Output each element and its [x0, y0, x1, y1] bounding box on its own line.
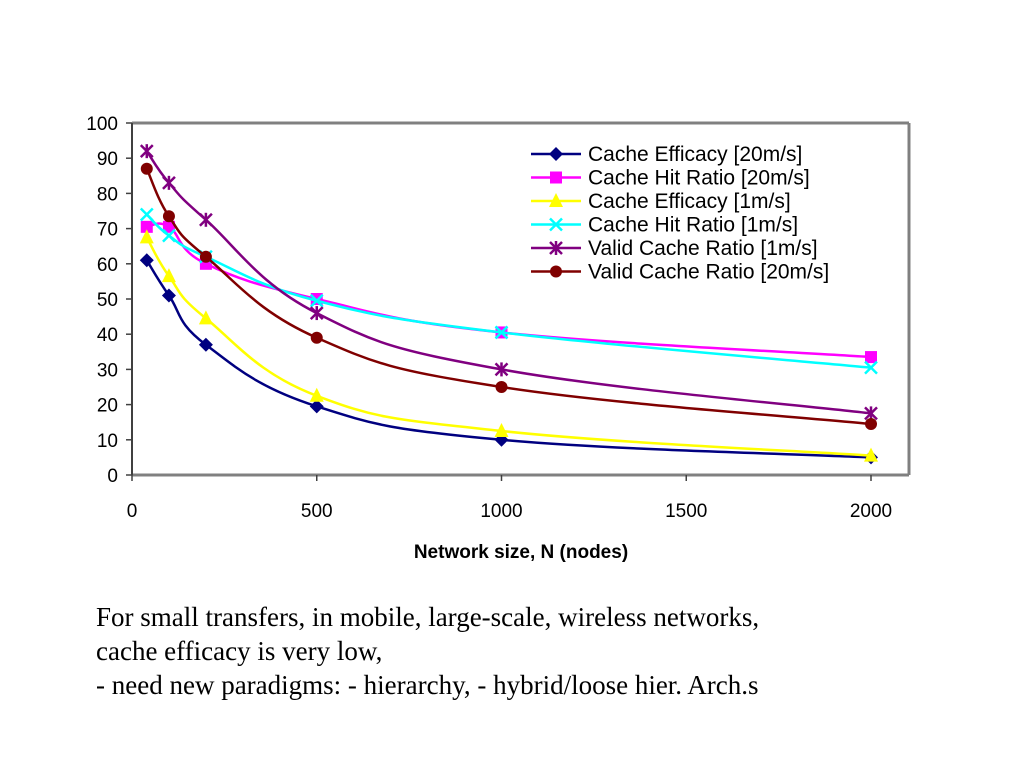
data-point	[162, 210, 175, 223]
data-point	[162, 220, 175, 233]
series-layer	[139, 144, 878, 465]
legend-label: Cache Hit Ratio [1m/s]	[588, 214, 798, 237]
legend-item: Cache Efficacy [20m/s]	[531, 143, 802, 166]
data-point	[161, 268, 176, 283]
legend-marker	[549, 147, 563, 161]
legend-marker	[549, 241, 563, 255]
legend-item: Valid Cache Ratio [1m/s]	[531, 237, 818, 260]
x-axis-ticks: 0 500 1000 1500 2000	[127, 475, 892, 522]
y-tick-label: 30	[97, 360, 118, 381]
y-tick-label: 80	[97, 184, 118, 205]
series-valid-cache-ratio-1m-s	[139, 144, 878, 421]
data-point	[162, 228, 176, 243]
data-point	[139, 253, 154, 268]
y-tick-label: 60	[97, 255, 118, 276]
data-point	[309, 306, 324, 321]
data-point	[495, 381, 508, 393]
y-tick-label: 70	[97, 220, 118, 241]
y-axis-ticks: 0 10 20 30 40 50 60 70 80 90 100	[86, 114, 132, 487]
legend-label: Cache Efficacy [1m/s]	[588, 190, 791, 213]
y-tick-label: 40	[97, 325, 118, 346]
data-point	[199, 212, 213, 227]
data-point	[198, 337, 213, 352]
y-tick-label: 10	[97, 431, 118, 452]
data-point	[494, 362, 509, 377]
y-tick-label: 50	[97, 290, 118, 311]
data-point	[139, 207, 154, 222]
legend-marker	[549, 217, 563, 232]
legend-marker	[550, 171, 562, 184]
legend-marker	[549, 193, 563, 207]
data-point	[139, 229, 154, 244]
legend-item: Valid Cache Ratio [20m/s]	[531, 261, 829, 284]
data-point	[494, 325, 509, 340]
legend: Cache Efficacy [20m/s]Cache Hit Ratio [2…	[531, 143, 829, 284]
caption-line: - need new paradigms: - hierarchy, - hyb…	[96, 670, 759, 700]
legend-marker	[550, 265, 562, 278]
data-point	[865, 351, 877, 364]
data-point	[494, 423, 509, 437]
data-point	[140, 220, 153, 233]
data-point	[309, 387, 324, 402]
x-tick-label: 500	[301, 501, 333, 522]
x-tick-label: 1500	[665, 501, 707, 522]
y-tick-label: 100	[86, 114, 118, 135]
data-point	[865, 417, 877, 430]
x-axis-title: Network size, N (nodes)	[414, 542, 628, 563]
caption-line: For small transfers, in mobile, large-sc…	[96, 602, 760, 632]
data-point	[309, 293, 324, 308]
x-tick-label: 0	[127, 501, 138, 522]
series-line	[145, 259, 872, 459]
x-tick-label: 2000	[850, 501, 892, 522]
y-tick-label: 90	[97, 149, 118, 170]
caption-text: For small transfers, in mobile, large-sc…	[96, 600, 996, 702]
series-cache-hit-ratio-1m-s	[139, 207, 878, 375]
legend-label: Cache Hit Ratio [20m/s]	[588, 167, 810, 190]
series-valid-cache-ratio-20m-s	[140, 162, 877, 430]
plot-area	[131, 121, 911, 477]
data-point	[310, 331, 323, 344]
data-point	[309, 399, 324, 414]
caption-line: cache efficacy is very low,	[96, 636, 383, 666]
legend-label: Valid Cache Ratio [1m/s]	[588, 237, 818, 260]
data-point	[140, 162, 153, 175]
data-point	[198, 310, 213, 325]
series-line	[145, 168, 872, 426]
data-point	[161, 288, 176, 303]
y-tick-label: 20	[97, 396, 118, 417]
data-point	[139, 144, 154, 159]
y-tick-label: 0	[107, 466, 118, 487]
series-cache-efficacy-1m-s	[139, 229, 878, 462]
legend-item: Cache Hit Ratio [20m/s]	[531, 167, 810, 190]
data-point	[162, 175, 176, 190]
legend-label: Cache Efficacy [20m/s]	[588, 143, 802, 166]
data-point	[864, 447, 878, 462]
legend-item: Cache Efficacy [1m/s]	[531, 190, 791, 213]
data-point	[864, 360, 878, 375]
legend-label: Valid Cache Ratio [20m/s]	[588, 261, 829, 284]
data-point	[199, 250, 212, 263]
legend-item: Cache Hit Ratio [1m/s]	[531, 214, 798, 237]
x-tick-label: 1000	[480, 501, 522, 522]
